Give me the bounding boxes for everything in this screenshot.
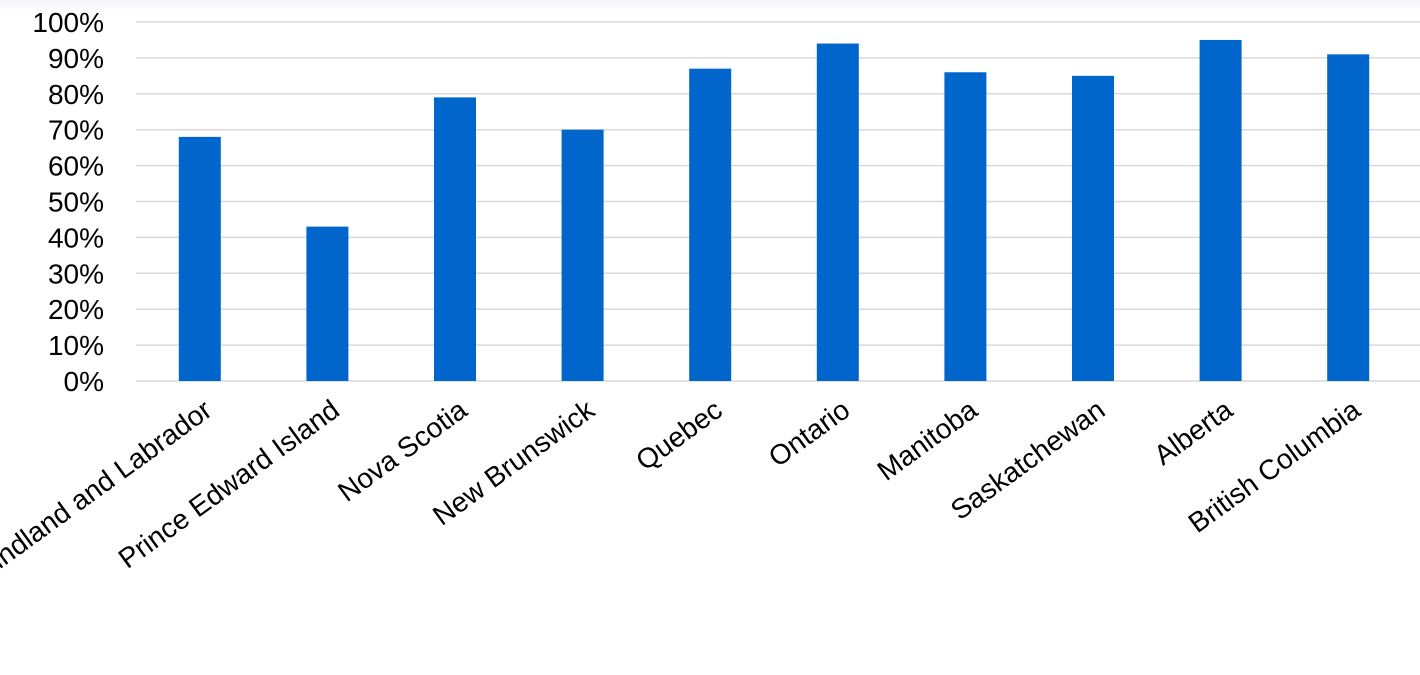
y-tick-label: 50% — [48, 187, 104, 218]
y-tick-label: 20% — [48, 294, 104, 325]
y-tick-label: 80% — [48, 79, 104, 110]
y-tick-label: 90% — [48, 43, 104, 74]
bar — [816, 43, 859, 381]
x-category-label: Ontario — [763, 394, 856, 473]
y-tick-label: 100% — [32, 7, 104, 38]
bar — [1199, 39, 1242, 381]
y-tick-label: 30% — [48, 258, 104, 289]
bar — [1072, 75, 1114, 381]
bar — [944, 72, 987, 381]
x-category-label: Alberta — [1148, 394, 1238, 471]
bar — [434, 97, 476, 381]
x-category-label: Manitoba — [872, 394, 984, 487]
bar — [178, 136, 221, 381]
bar — [689, 68, 732, 382]
bar — [1327, 54, 1370, 382]
x-category-label: Prince Edward Island — [113, 394, 345, 575]
y-tick-label: 70% — [48, 115, 104, 146]
bars — [178, 39, 1370, 382]
bar — [306, 226, 349, 381]
y-tick-label: 40% — [48, 222, 104, 253]
y-axis-tick-labels: 0% 10% 20% 30% 40% 50% 60% 70% 80% 90% 100% — [32, 7, 104, 397]
y-tick-label: 60% — [48, 151, 104, 182]
x-category-label: Quebec — [630, 394, 728, 477]
y-tick-label: 10% — [48, 330, 104, 361]
bar — [561, 129, 604, 381]
y-tick-label: 0% — [64, 366, 104, 397]
